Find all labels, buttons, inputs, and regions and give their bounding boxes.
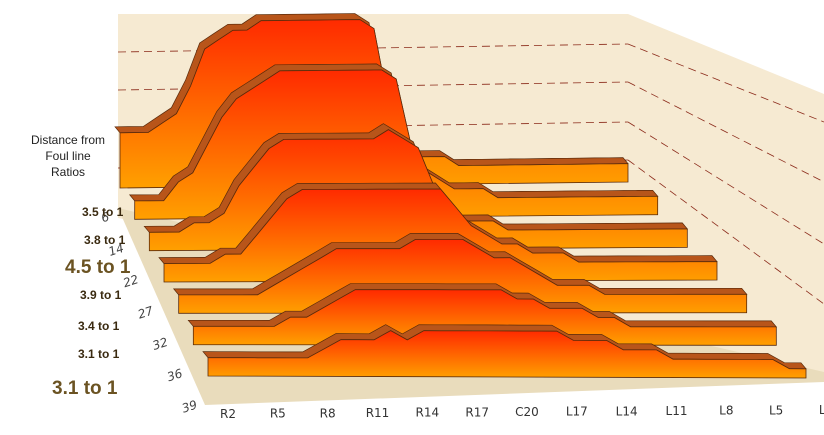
- x-tick-label: R8: [320, 406, 336, 420]
- depth-axis: 6 14 22 27 32 36 39: [99, 209, 199, 415]
- ratio-label: 3.5 to 1: [82, 205, 124, 219]
- x-tick-label: C20: [515, 405, 539, 419]
- ribbons: [114, 13, 807, 379]
- grid-line: [627, 43, 824, 123]
- ratio-label: 4.5 to 1: [65, 257, 131, 278]
- depth-tick-label: 32: [151, 335, 170, 353]
- x-tick-label: L2: [819, 403, 824, 417]
- grid-line: [627, 81, 824, 183]
- depth-tick-label: 39: [180, 398, 199, 416]
- series-ribbon-36: [187, 283, 778, 346]
- ratio-label: 3.1 to 1: [78, 347, 120, 361]
- chart-title-line: Ratios: [50, 165, 85, 179]
- chart-title-line: Foul line: [45, 149, 91, 163]
- x-tick-label: L8: [719, 404, 733, 418]
- series-ribbon-39: [202, 324, 807, 379]
- x-tick-label: L17: [566, 405, 588, 419]
- x-tick-label: R17: [465, 405, 489, 419]
- grid-line: [627, 159, 824, 305]
- x-tick-label: R14: [416, 406, 440, 420]
- x-tick-label: L11: [666, 404, 688, 418]
- depth-tick-label: 27: [136, 303, 155, 321]
- series-ribbon-32: [172, 233, 748, 314]
- x-tick-label: R5: [270, 407, 286, 421]
- ratio-label: 3.9 to 1: [80, 288, 122, 302]
- x-tick-label: L14: [616, 404, 638, 418]
- x-tick-label: R2: [220, 407, 236, 421]
- ribbon-face: [192, 289, 777, 346]
- depth-tick-label: 22: [121, 272, 140, 290]
- x-axis: R2 R5 R8 R11 R14 R17 C20 L17 L14 L11 L8 L5 L2: [220, 403, 824, 421]
- ribbon-face: [178, 239, 748, 314]
- depth-tick-label: 14: [107, 241, 126, 259]
- x-tick-label: L5: [769, 403, 783, 417]
- ratio-label: 3.4 to 1: [78, 319, 120, 333]
- x-tick-label: R11: [366, 406, 390, 420]
- chart-title: Distance from Foul line Ratios: [0, 132, 136, 180]
- ratio-label: 3.8 to 1: [84, 233, 126, 247]
- chart-title-line: Distance from: [30, 133, 106, 147]
- ratio-label: 3.1 to 1: [52, 378, 118, 399]
- ribbon-face: [207, 330, 807, 379]
- depth-tick-label: 6: [99, 209, 111, 225]
- depth-tick-label: 36: [165, 366, 184, 384]
